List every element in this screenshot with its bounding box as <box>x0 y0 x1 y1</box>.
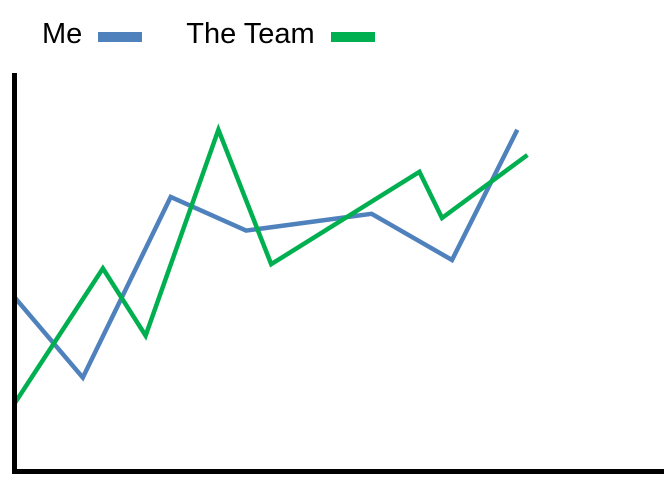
series-line-me <box>13 128 520 382</box>
series-line-the-team <box>13 123 529 405</box>
legend-swatch-the-team <box>330 32 375 42</box>
legend-swatch-me <box>98 32 143 42</box>
legend-item-the-team: The Team <box>186 17 375 51</box>
chart-legend: Me The Team <box>42 14 419 54</box>
series-layer <box>13 123 529 405</box>
legend-label-me: Me <box>42 17 83 50</box>
legend-item-me: Me <box>42 17 143 51</box>
legend-label-the-team: The Team <box>186 17 315 50</box>
